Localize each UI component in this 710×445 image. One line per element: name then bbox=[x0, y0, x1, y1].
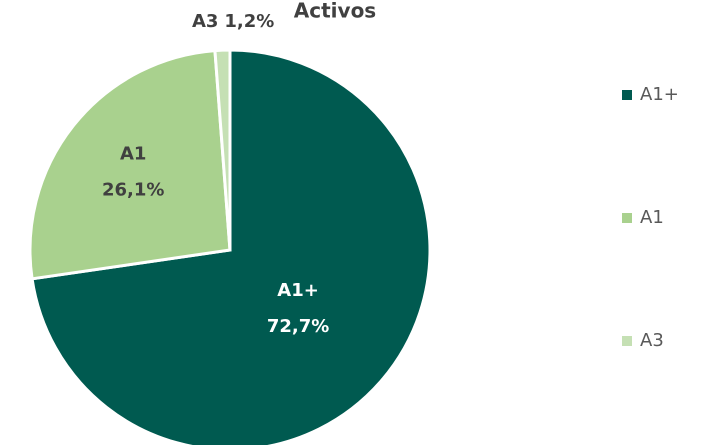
pie-slice bbox=[28, 48, 232, 281]
legend-label: A1+ bbox=[640, 84, 679, 105]
data-label-value: 26,1% bbox=[102, 179, 164, 200]
data-label-category: A1+ bbox=[277, 280, 319, 301]
data-label-value: 72,7% bbox=[267, 316, 329, 337]
chart-title: Activos bbox=[294, 0, 376, 23]
legend-swatch bbox=[622, 336, 632, 346]
legend-label: A1 bbox=[640, 207, 664, 228]
pie-slice bbox=[213, 48, 232, 251]
data-label-value: 1,2% bbox=[224, 11, 274, 32]
legend-swatch bbox=[622, 90, 632, 100]
data-label-category: A1 bbox=[120, 143, 146, 164]
data-label-category: A3 bbox=[192, 11, 218, 32]
legend-swatch bbox=[622, 213, 632, 223]
legend-label: A3 bbox=[640, 330, 664, 351]
